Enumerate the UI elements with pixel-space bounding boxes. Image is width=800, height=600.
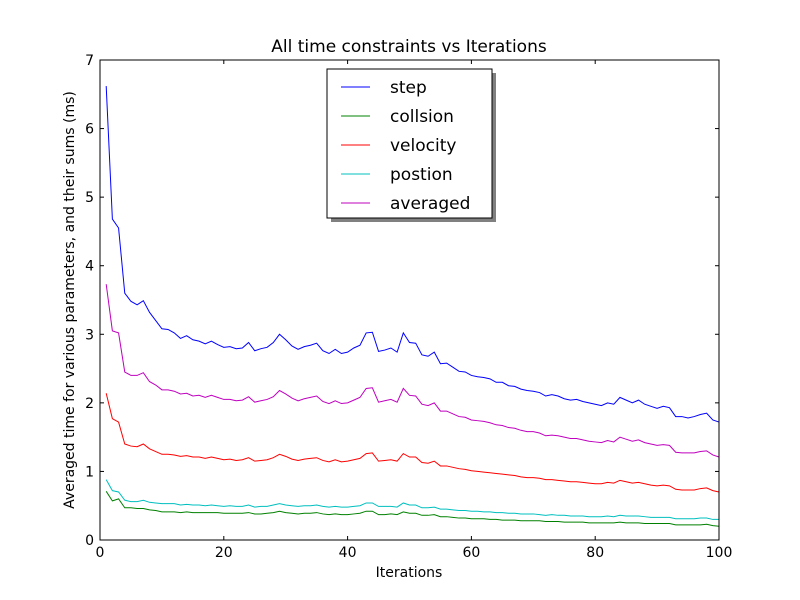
y-tick-label: 6 xyxy=(85,122,94,138)
x-axis-ticks: 0 20 40 60 80 100 xyxy=(96,60,733,561)
series-line-postion xyxy=(105,479,719,520)
legend-label-averaged: averaged xyxy=(390,194,470,214)
series-layer xyxy=(105,86,720,527)
y-tick-label: 2 xyxy=(85,396,94,412)
legend-items: step collsion velocity postion averaged xyxy=(341,78,470,214)
y-tick-label: 4 xyxy=(85,259,94,275)
chart-title: All time constraints vs Iterations xyxy=(271,37,547,57)
y-tick-label: 1 xyxy=(85,464,94,480)
x-tick-label: 60 xyxy=(462,545,480,561)
legend: step collsion velocity postion averaged xyxy=(326,68,496,222)
y-tick-label: 7 xyxy=(85,53,94,69)
x-tick-label: 80 xyxy=(586,545,604,561)
series-line-collsion xyxy=(105,491,720,527)
x-tick-label: 0 xyxy=(96,545,105,561)
y-axis-title: Averaged time for various parameters, an… xyxy=(62,91,78,509)
series-line-velocity xyxy=(105,393,720,493)
legend-label-postion: postion xyxy=(390,165,453,185)
x-axis-title: Iterations xyxy=(376,565,443,581)
legend-label-velocity: velocity xyxy=(390,136,456,156)
series-line-averaged xyxy=(105,284,720,458)
x-tick-label: 20 xyxy=(215,545,233,561)
x-tick-label: 40 xyxy=(339,545,357,561)
y-tick-label: 3 xyxy=(85,327,94,343)
y-axis-ticks: 0 1 2 3 4 5 6 7 xyxy=(85,53,719,549)
x-tick-label: 100 xyxy=(706,545,733,561)
y-tick-label: 5 xyxy=(85,190,94,206)
plot-frame xyxy=(99,59,720,541)
series-line-step xyxy=(105,86,720,423)
legend-box xyxy=(326,68,493,219)
legend-label-step: step xyxy=(390,78,427,98)
y-tick-label: 0 xyxy=(85,533,94,549)
legend-label-collsion: collsion xyxy=(390,107,454,127)
